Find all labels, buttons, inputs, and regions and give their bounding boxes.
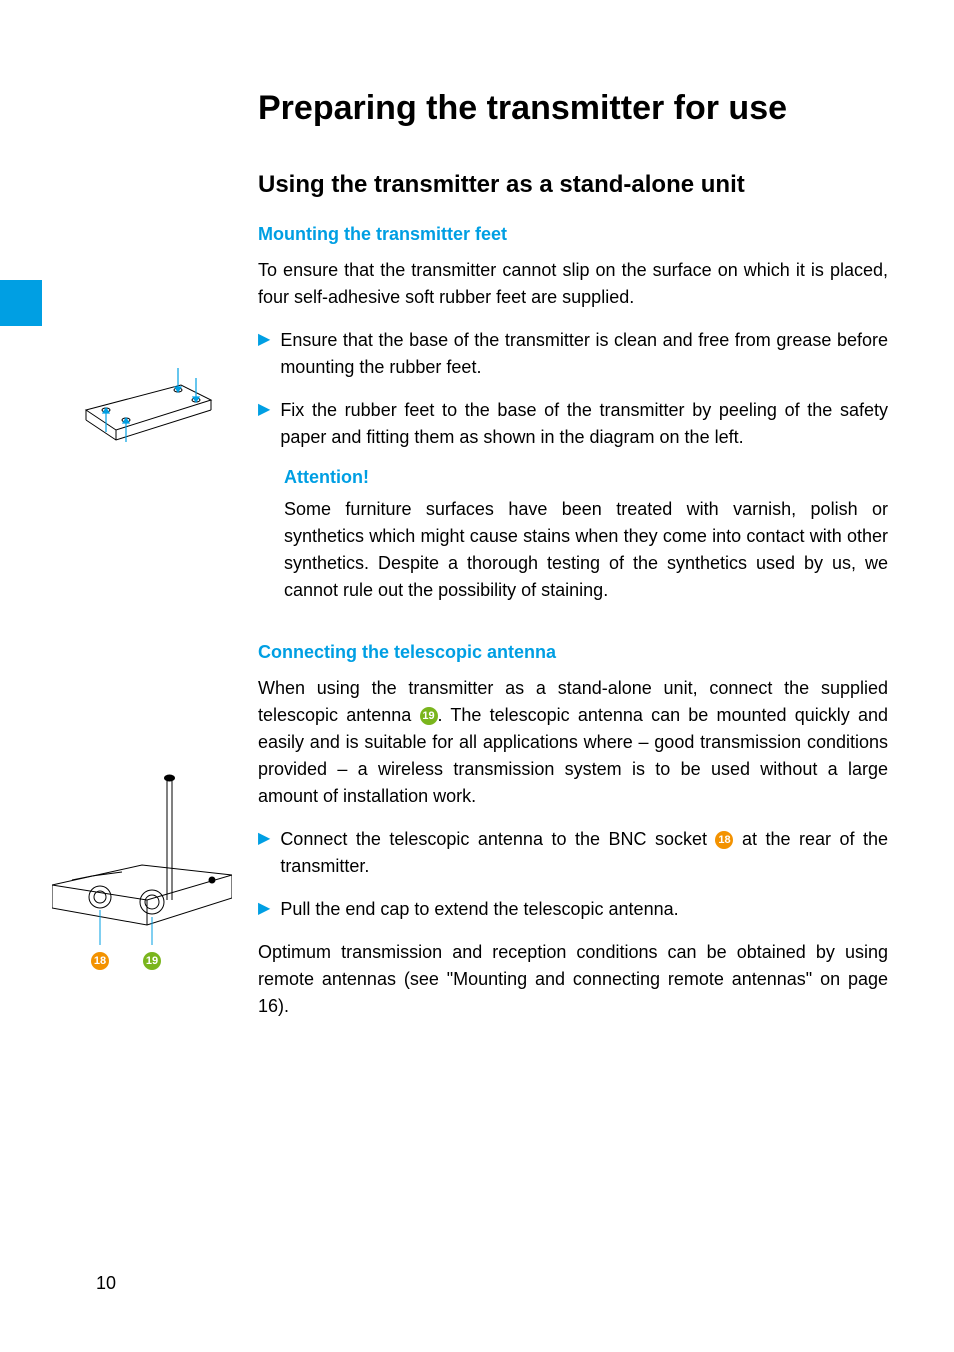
bullet-text: Ensure that the base of the transmitter … bbox=[280, 327, 888, 381]
chapter-title: Preparing the transmitter for use bbox=[258, 88, 888, 129]
page-tab-marker bbox=[0, 280, 42, 326]
page-content: Preparing the transmitter for use Using … bbox=[258, 88, 888, 1036]
paragraph: When using the transmitter as a stand-al… bbox=[258, 675, 888, 810]
page-number: 10 bbox=[96, 1273, 116, 1294]
attention-body: Some furniture surfaces have been treate… bbox=[284, 496, 888, 604]
text-run: Connect the telescopic antenna to the BN… bbox=[280, 829, 715, 849]
paragraph: To ensure that the transmitter cannot sl… bbox=[258, 257, 888, 311]
paragraph: Optimum transmission and reception condi… bbox=[258, 939, 888, 1020]
attention-heading: Attention! bbox=[284, 467, 888, 488]
callout-18-icon: 18 bbox=[91, 952, 109, 970]
callout-19-icon: 19 bbox=[143, 952, 161, 970]
section-title: Using the transmitter as a stand-alone u… bbox=[258, 169, 888, 200]
bullet-triangle-icon: ▶ bbox=[258, 397, 270, 451]
list-item: ▶ Pull the end cap to extend the telesco… bbox=[258, 896, 888, 923]
list-item: ▶ Fix the rubber feet to the base of the… bbox=[258, 397, 888, 451]
bullet-text: Pull the end cap to extend the telescopi… bbox=[280, 896, 678, 923]
bullet-triangle-icon: ▶ bbox=[258, 327, 270, 381]
list-item: ▶ Ensure that the base of the transmitte… bbox=[258, 327, 888, 381]
subhead-connecting-antenna: Connecting the telescopic antenna bbox=[258, 642, 888, 663]
figure-mounting-feet bbox=[66, 340, 226, 455]
bullet-text: Connect the telescopic antenna to the BN… bbox=[280, 826, 888, 880]
subhead-mounting-feet: Mounting the transmitter feet bbox=[258, 224, 888, 245]
callout-18-icon: 18 bbox=[715, 831, 733, 849]
bullet-triangle-icon: ▶ bbox=[258, 826, 270, 880]
attention-block: Attention! Some furniture surfaces have … bbox=[284, 467, 888, 604]
list-item: ▶ Connect the telescopic antenna to the … bbox=[258, 826, 888, 880]
bullet-text: Fix the rubber feet to the base of the t… bbox=[280, 397, 888, 451]
bullet-triangle-icon: ▶ bbox=[258, 896, 270, 923]
figure-telescopic-antenna: 18 19 bbox=[52, 770, 232, 970]
callout-19-icon: 19 bbox=[420, 707, 438, 725]
